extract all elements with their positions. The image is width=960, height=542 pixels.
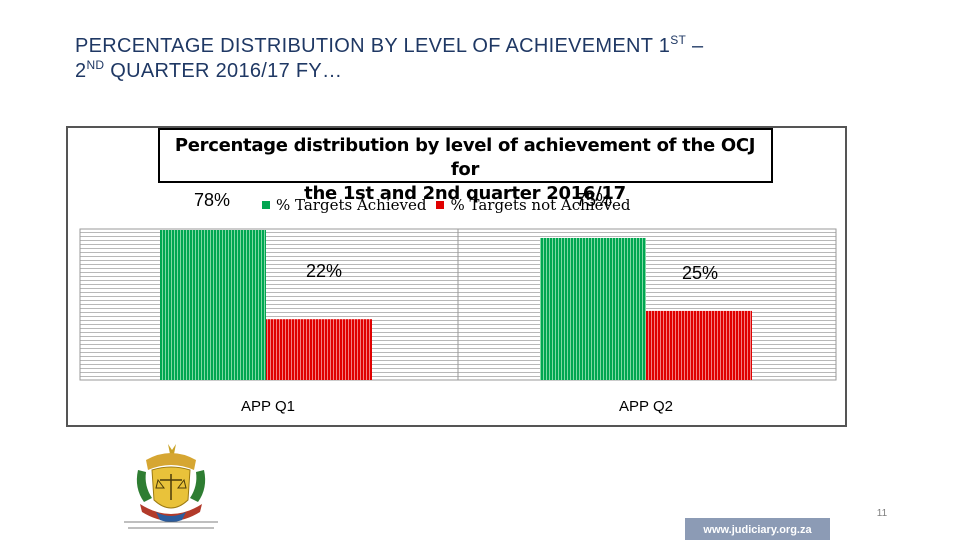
legend-swatch-not-achieved bbox=[436, 201, 445, 209]
legend-label-achieved: % Targets Achieved bbox=[276, 196, 427, 214]
legend-swatch-achieved bbox=[262, 201, 270, 209]
chart-title-line-2: the 1st and 2nd quarter 2016/17 bbox=[304, 183, 626, 204]
chart-title-box bbox=[158, 128, 773, 183]
chart-title-line-1: Percentage distribution by level of achi… bbox=[174, 135, 756, 180]
bar-value-label-not-achieved-2: 25% bbox=[682, 263, 718, 283]
bar-achieved-2 bbox=[540, 238, 646, 380]
bar-not-achieved-2 bbox=[646, 310, 752, 380]
website-link[interactable]: www.judiciary.org.za bbox=[685, 518, 830, 540]
slide-title-line-2: 2ND QUARTER 2016/17 FY… bbox=[75, 58, 343, 82]
judiciary-coat-of-arms-logo bbox=[124, 444, 218, 529]
chart-legend: % Targets Achieved % Targets not Achieve… bbox=[262, 196, 640, 214]
bar-not-achieved-1 bbox=[266, 319, 372, 380]
bar-value-label-achieved-1: 78% bbox=[194, 190, 230, 210]
legend-item-not-achieved: % Targets not Achieved bbox=[436, 196, 630, 214]
bar-value-label-not-achieved-1: 22% bbox=[306, 261, 342, 281]
category-label-1: APP Q1 bbox=[241, 398, 295, 415]
page-number: 11 bbox=[876, 508, 888, 519]
bar-value-label-achieved-2: 75% bbox=[576, 190, 612, 210]
legend-item-achieved: % Targets Achieved bbox=[262, 196, 426, 214]
bar-achieved-1 bbox=[160, 230, 266, 380]
legend-label-not-achieved: % Targets not Achieved bbox=[450, 196, 631, 214]
chart-title: Percentage distribution by level of achi… bbox=[160, 134, 770, 206]
slide-title-line-1: PERCENTAGE DISTRIBUTION BY LEVEL OF ACHI… bbox=[75, 33, 704, 57]
category-label-2: APP Q2 bbox=[619, 398, 673, 415]
slide-title: PERCENTAGE DISTRIBUTION BY LEVEL OF ACHI… bbox=[75, 34, 875, 84]
